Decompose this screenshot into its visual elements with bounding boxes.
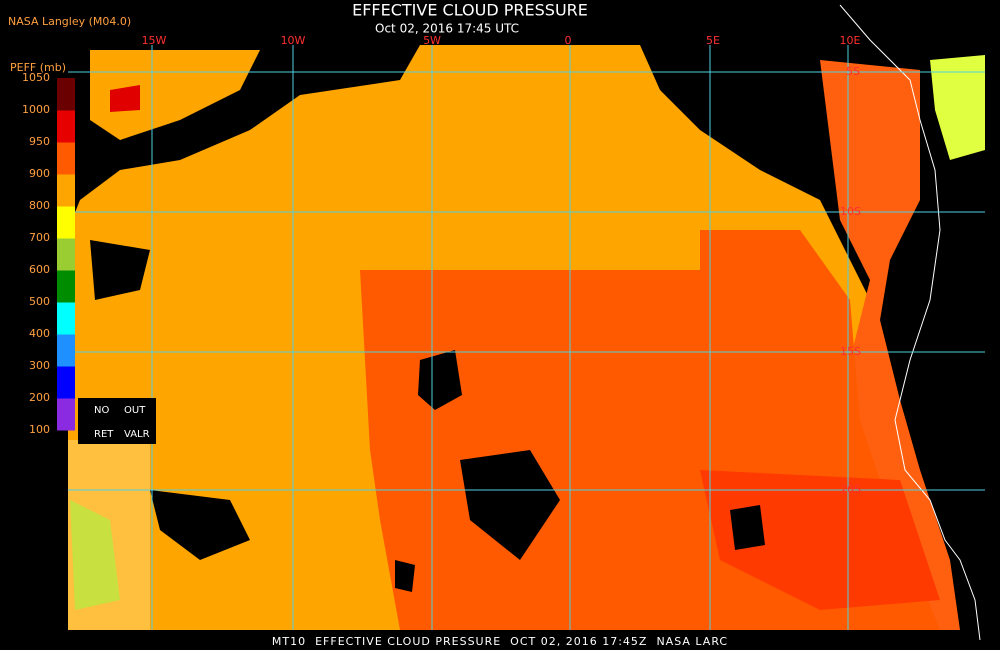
title: EFFECTIVE CLOUD PRESSURE	[352, 1, 588, 20]
source-label: NASA Langley (M04.0)	[8, 15, 131, 28]
legend-tick-label: 950	[29, 135, 50, 148]
legend: 100 200 300 400 500 600 700 800 900 950 1000 1050 N…	[22, 71, 156, 444]
legend-tick-label: 1050	[22, 71, 50, 84]
legend-swatch	[57, 206, 75, 239]
legend-note: NO	[94, 405, 109, 416]
legend-note: VALR	[124, 429, 150, 440]
cloud-map	[68, 4, 985, 641]
legend-swatch	[57, 238, 75, 271]
legend-note: OUT	[124, 405, 146, 416]
legend-tick-label: 300	[29, 359, 50, 372]
legend-swatch	[57, 142, 75, 175]
legend-swatch	[57, 270, 75, 303]
lon-label: 10E	[840, 34, 861, 47]
legend-swatch	[57, 78, 75, 111]
legend-swatch	[57, 302, 75, 335]
legend-tick-label: 200	[29, 391, 50, 404]
legend-tick-label: 400	[29, 327, 50, 340]
footer: MT10 EFFECTIVE CLOUD PRESSURE OCT 02, 20…	[272, 635, 728, 648]
legend-tick-label: 800	[29, 199, 50, 212]
legend-tick-label: 1000	[22, 103, 50, 116]
lon-label: 0	[565, 34, 572, 47]
lon-label: 15W	[142, 34, 167, 47]
legend-swatch	[57, 174, 75, 207]
legend-note: RET	[94, 429, 114, 440]
lon-label: 10W	[281, 34, 306, 47]
lon-label: 5E	[706, 34, 720, 47]
lat-label: 15S	[840, 345, 861, 358]
legend-tick-label: 900	[29, 167, 50, 180]
legend-tick-label: 700	[29, 231, 50, 244]
legend-swatch	[57, 366, 75, 399]
graticule	[68, 45, 985, 630]
legend-swatch	[57, 398, 75, 431]
legend-swatch	[57, 110, 75, 143]
legend-tick-label: 100	[29, 423, 50, 436]
lat-label: 10S	[840, 205, 861, 218]
subtitle: Oct 02, 2016 17:45 UTC	[375, 22, 519, 36]
lon-label: 5W	[423, 34, 441, 47]
legend-tick-label: 600	[29, 263, 50, 276]
legend-box	[78, 398, 156, 444]
lat-label: 5S	[846, 65, 860, 78]
legend-label: PEFF (mb)	[10, 61, 66, 74]
legend-swatch	[57, 334, 75, 367]
legend-tick-label: 500	[29, 295, 50, 308]
lat-label: 20S	[840, 483, 861, 496]
